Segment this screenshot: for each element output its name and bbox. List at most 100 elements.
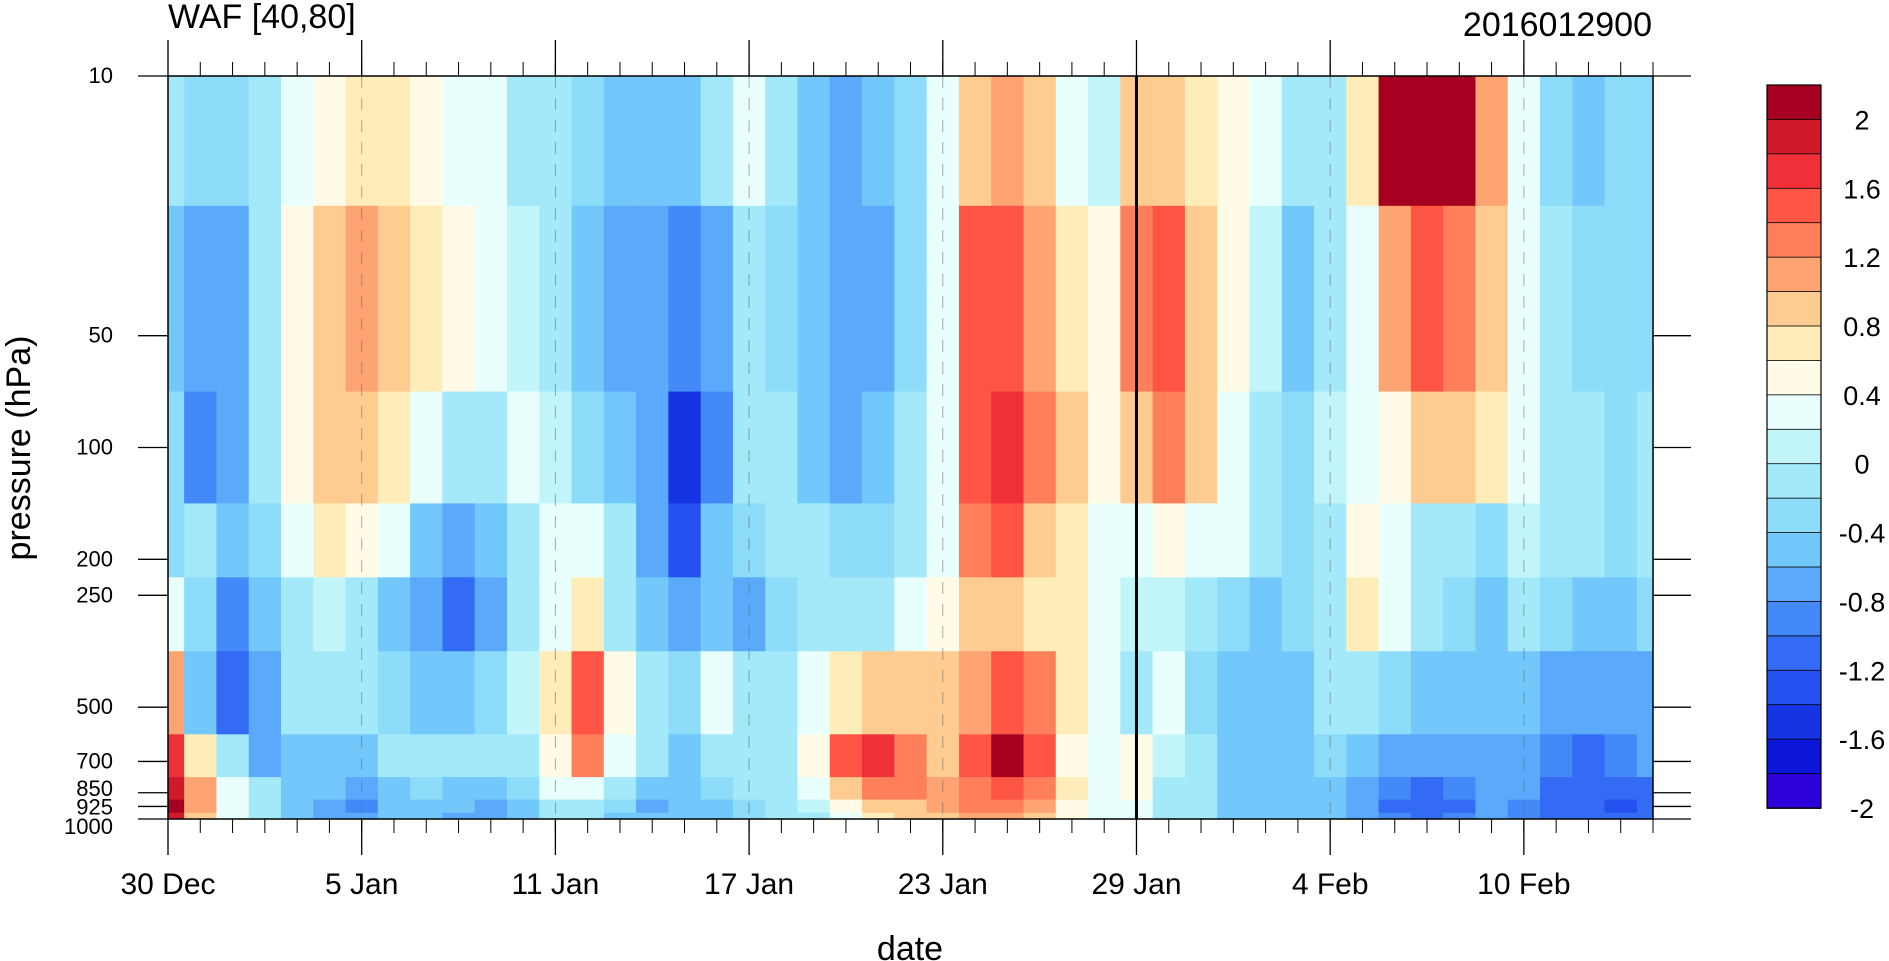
heatmap-cell <box>474 503 508 578</box>
heatmap-cell <box>862 76 895 207</box>
heatmap-cell <box>1152 76 1186 207</box>
colorbar-swatch <box>1766 291 1822 327</box>
heatmap-cell <box>1443 577 1477 652</box>
heatmap-cell <box>1088 391 1121 505</box>
heatmap-cell <box>926 76 960 207</box>
heatmap-cell <box>700 651 734 735</box>
heatmap-cell <box>442 503 476 578</box>
heatmap-cell <box>506 577 540 652</box>
heatmap-cell <box>1055 577 1089 652</box>
heatmap-cell <box>668 777 702 801</box>
heatmap-cell <box>991 812 1025 819</box>
heatmap-cell <box>958 205 992 393</box>
heatmap-cell <box>668 651 702 735</box>
heatmap-cell <box>797 812 831 819</box>
x-tick-label: 23 Jan <box>898 868 988 901</box>
heatmap-cell <box>168 734 185 778</box>
heatmap-cell <box>1152 812 1186 819</box>
colorbar-swatch <box>1766 497 1822 534</box>
y-tick-label: 50 <box>89 323 113 348</box>
heatmap-cell <box>442 812 476 819</box>
heatmap-cell <box>1475 205 1509 393</box>
heatmap-cell <box>571 577 605 652</box>
heatmap-cell <box>377 734 411 778</box>
heatmap-cell <box>410 205 443 393</box>
heatmap-cell <box>732 812 766 819</box>
heatmap-cell <box>991 577 1025 652</box>
heatmap-cell <box>1410 777 1444 801</box>
heatmap-cell <box>1055 734 1089 778</box>
heatmap-cell <box>1281 812 1315 819</box>
heatmap-cell <box>797 76 831 207</box>
heatmap-cell <box>168 205 185 393</box>
heatmap-cell <box>829 205 863 393</box>
heatmap-cell <box>829 76 863 207</box>
heatmap-cell <box>410 734 443 778</box>
heatmap-cell <box>603 503 637 578</box>
heatmap-cell <box>1572 76 1606 207</box>
heatmap-cell <box>1281 577 1315 652</box>
heatmap-cell <box>1152 391 1186 505</box>
heatmap-cell <box>1346 577 1380 652</box>
colorbar-label: 1.6 <box>1843 174 1881 204</box>
colorbar-label: -2 <box>1850 794 1874 824</box>
heatmap-cell <box>765 812 799 819</box>
colorbar-swatch <box>1766 738 1822 775</box>
heatmap-cell <box>313 734 347 778</box>
heatmap-cell <box>1184 205 1218 393</box>
heatmap-cell <box>248 734 282 778</box>
heatmap-cell <box>1636 503 1653 578</box>
heatmap-cell <box>1184 503 1218 578</box>
heatmap-cell <box>442 651 476 735</box>
heatmap-cell <box>345 76 379 207</box>
heatmap-cell <box>636 812 669 819</box>
heatmap-cell <box>571 651 605 735</box>
colorbar-label: -1.2 <box>1839 656 1886 686</box>
heatmap-cell <box>506 76 540 207</box>
heatmap-cell <box>958 777 992 801</box>
heatmap-cell <box>1023 503 1057 578</box>
heatmap-cell <box>442 205 476 393</box>
heatmap-cell <box>184 812 218 819</box>
heatmap-cell <box>700 777 734 801</box>
heatmap-cell <box>1152 651 1186 735</box>
heatmap-cell <box>1378 777 1412 801</box>
heatmap-cell <box>829 812 863 819</box>
heatmap-cell <box>603 799 637 814</box>
colorbar-frame <box>1766 84 1822 809</box>
heatmap-cell <box>216 777 250 801</box>
heatmap-cell <box>1249 76 1283 207</box>
heatmap-cell <box>1281 777 1315 801</box>
heatmap-cell <box>1636 734 1653 778</box>
heatmap-cell <box>700 812 734 819</box>
heatmap-cell <box>958 799 992 814</box>
heatmap-cell <box>1088 76 1121 207</box>
heatmap-cell <box>991 391 1025 505</box>
heatmap-cell <box>1443 651 1477 735</box>
heatmap-cell <box>216 734 250 778</box>
heatmap-cell <box>1023 812 1057 819</box>
heatmap-cell <box>474 205 508 393</box>
heatmap-cell <box>636 503 669 578</box>
heatmap-cell <box>1540 777 1573 801</box>
heatmap-cell <box>1249 577 1283 652</box>
heatmap-cell <box>410 812 443 819</box>
heatmap-cell <box>1636 799 1653 814</box>
heatmap-cell <box>700 799 734 814</box>
heatmap-cell <box>474 391 508 505</box>
heatmap-cell <box>1281 391 1315 505</box>
heatmap-cell <box>313 577 347 652</box>
heatmap-cell <box>1410 391 1444 505</box>
heatmap-cell <box>1572 205 1606 393</box>
heatmap-cell <box>474 577 508 652</box>
heatmap-cell <box>1507 812 1541 819</box>
heatmap-cell <box>1346 205 1380 393</box>
heatmap-cell <box>1346 734 1380 778</box>
heatmap-cell <box>1217 777 1251 801</box>
heatmap-cell <box>1314 76 1347 207</box>
heatmap-cell <box>1249 503 1283 578</box>
heatmap-cell <box>377 812 411 819</box>
heatmap-cell <box>280 734 314 778</box>
heatmap-cell <box>603 577 637 652</box>
heatmap-cell <box>1636 391 1653 505</box>
